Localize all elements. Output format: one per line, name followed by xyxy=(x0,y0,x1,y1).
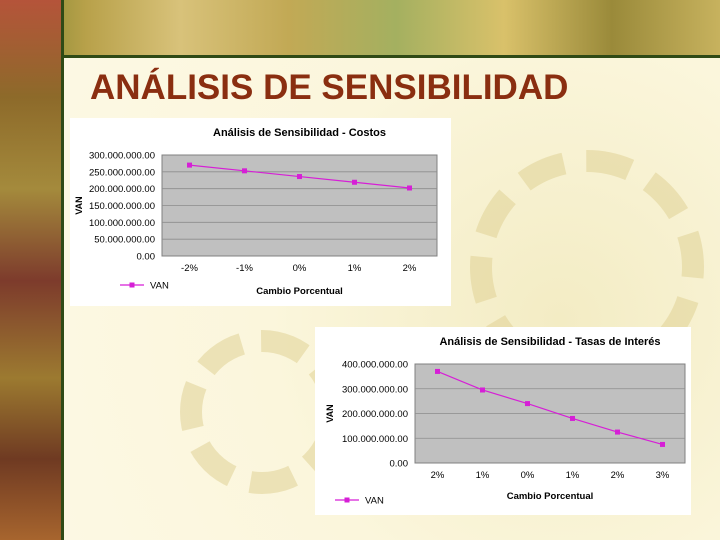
data-point xyxy=(660,441,665,447)
x-tick-label: 2% xyxy=(431,470,445,481)
y-axis-label: VAN xyxy=(74,196,84,214)
costs-chart: Análisis de Sensibilidad - Costos 300.000… xyxy=(70,118,451,306)
x-tick-label: 0% xyxy=(293,263,307,274)
interest-rate-chart: Análisis de Sensibilidad - Tasas de Inte… xyxy=(315,327,691,515)
data-point xyxy=(187,162,192,168)
y-tick-label: 200.000.000.00 xyxy=(342,409,408,420)
x-tick-label: 3% xyxy=(656,470,670,481)
legend-marker xyxy=(129,282,135,288)
data-point xyxy=(242,168,247,174)
y-tick-label: 300.000.000.00 xyxy=(89,151,155,162)
x-tick-label: 2% xyxy=(403,263,417,274)
y-tick-label: 300.000.000.00 xyxy=(342,384,408,395)
data-point xyxy=(570,415,575,421)
y-tick-label: 200.000.000.00 xyxy=(89,184,155,195)
y-tick-label: 250.000.000.00 xyxy=(89,167,155,178)
x-axis-label: Cambio Porcentual xyxy=(507,491,594,502)
y-axis-label: VAN xyxy=(325,404,335,422)
data-point xyxy=(480,387,485,393)
x-tick-label: 1% xyxy=(476,470,490,481)
y-tick-label: 0.00 xyxy=(390,459,409,470)
data-point xyxy=(407,185,412,191)
slide-title: ANÁLISIS DE SENSIBILIDAD xyxy=(90,68,569,107)
legend-marker xyxy=(344,497,350,503)
x-tick-label: 2% xyxy=(611,470,625,481)
decorative-top-banner xyxy=(0,0,720,58)
series-line xyxy=(437,370,663,446)
data-point xyxy=(615,429,620,435)
x-axis-label: Cambio Porcentual xyxy=(256,286,343,297)
y-tick-label: 50.000.000.00 xyxy=(94,235,155,246)
y-tick-label: 400.000.000.00 xyxy=(342,360,408,371)
x-tick-label: 0% xyxy=(521,470,535,481)
y-tick-label: 100.000.000.00 xyxy=(342,434,408,445)
data-point xyxy=(297,174,302,180)
x-tick-label: -2% xyxy=(181,263,198,274)
chart-title: Análisis de Sensibilidad - Costos xyxy=(213,127,386,139)
y-tick-label: 100.000.000.00 xyxy=(89,218,155,229)
costs-chart-svg: Análisis de Sensibilidad - Costos 300.000… xyxy=(74,127,438,297)
x-tick-label: 1% xyxy=(566,470,580,481)
x-tick-label: -1% xyxy=(236,263,253,274)
data-point xyxy=(352,179,357,185)
y-tick-label: 150.000.000.00 xyxy=(89,201,155,212)
chart-title: Análisis de Sensibilidad - Tasas de Inte… xyxy=(439,336,660,348)
data-point xyxy=(525,401,530,407)
x-tick-label: 1% xyxy=(348,263,362,274)
interest-rate-chart-svg: Análisis de Sensibilidad - Tasas de Inte… xyxy=(325,336,686,507)
y-tick-label: 0.00 xyxy=(137,252,156,263)
legend-label: VAN xyxy=(365,496,384,507)
decorative-left-banner xyxy=(0,0,64,540)
legend-label: VAN xyxy=(150,281,169,292)
data-point xyxy=(435,368,440,374)
